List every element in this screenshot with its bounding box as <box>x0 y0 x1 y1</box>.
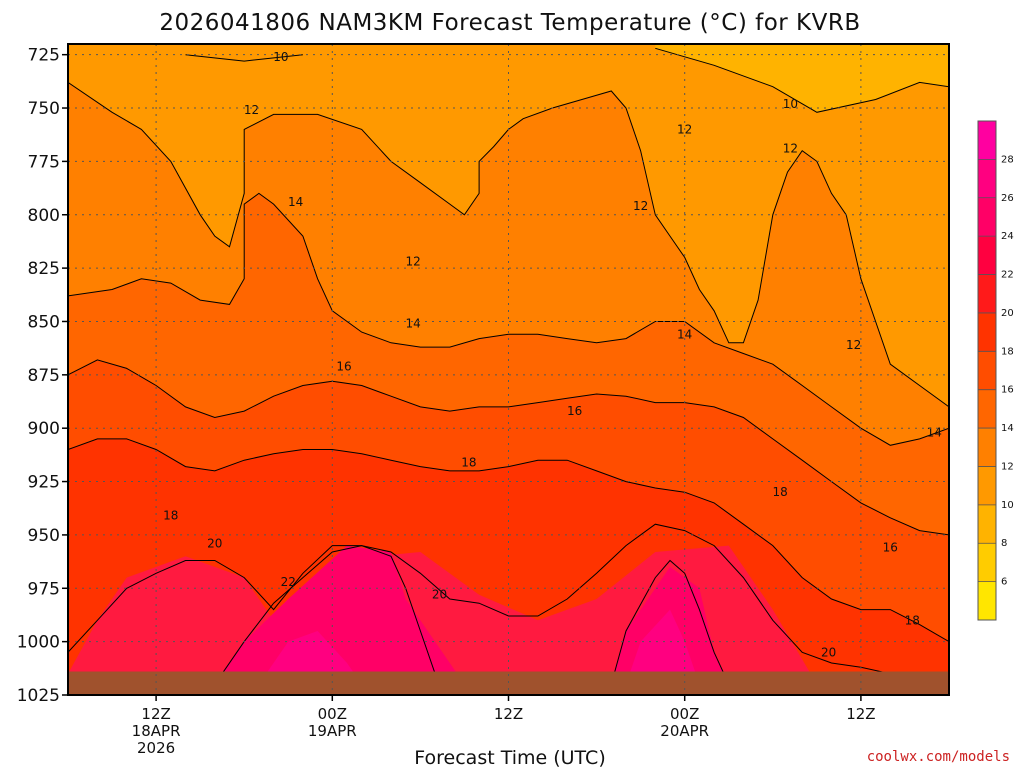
colorbar-label: 12 <box>1001 461 1014 472</box>
contour-label: 20 <box>821 645 836 659</box>
contour-label: 22 <box>281 575 296 589</box>
contour-label: 18 <box>905 613 920 627</box>
y-tick-label: 950 <box>28 526 60 546</box>
colorbar-segment <box>978 274 996 314</box>
contour-line-22-7 <box>214 545 436 685</box>
contour-label: 16 <box>883 541 898 555</box>
x-tick-label: 00Z <box>670 705 699 723</box>
colorbar-label: 24 <box>1001 231 1014 242</box>
contour-line-14-3 <box>68 192 949 446</box>
contour-line-10-1 <box>655 47 949 113</box>
contour-line-22-8 <box>610 559 730 685</box>
y-tick-label: 1025 <box>17 686 60 706</box>
colorbar-label: 14 <box>1001 423 1014 434</box>
contour-line-18-5 <box>68 438 949 643</box>
colorbar-segment <box>978 197 996 237</box>
colorbar-segment <box>978 121 996 160</box>
y-tick-label: 875 <box>28 366 60 386</box>
contour-label: 12 <box>633 199 648 213</box>
ground-fill <box>68 671 949 695</box>
colorbar-frame <box>977 120 997 621</box>
y-tick-label: 1000 <box>17 633 60 653</box>
colorbar-label: 20 <box>1001 308 1014 319</box>
colorbar-segment <box>978 312 996 352</box>
contour-label: 20 <box>207 537 222 551</box>
colorbar-segment <box>978 428 996 467</box>
y-tick-label: 800 <box>28 206 60 226</box>
y-tick-label: 925 <box>28 473 60 493</box>
x-tick-label: 12Z <box>846 705 875 723</box>
chart-title: 2026041806 NAM3KM Forecast Temperature (… <box>159 10 860 36</box>
contour-label: 16 <box>567 404 582 418</box>
colorbar: 6 8 10 12 14 16 18 20 22 24 26 28 <box>977 120 1014 621</box>
band-fill-24-26-3 <box>258 631 362 685</box>
colorbar-segment <box>978 543 996 583</box>
credit-text[interactable]: coolwx.com/models <box>867 749 1010 765</box>
contour-label: 16 <box>336 359 351 373</box>
x-tick-label: 12Z <box>494 705 523 723</box>
colorbar-label: 18 <box>1001 346 1014 357</box>
contour-line-12-2 <box>68 81 949 408</box>
colorbar-label: 6 <box>1001 577 1007 588</box>
colorbar-segment <box>978 389 996 429</box>
x-tick-label: 2026 <box>137 739 175 757</box>
contour-label: 10 <box>273 50 288 64</box>
x-tick-label: 12Z <box>141 705 170 723</box>
colorbar-segment <box>978 466 996 506</box>
x-tick-label: 00Z <box>318 705 347 723</box>
y-tick-label: 775 <box>28 152 60 172</box>
colorbar-label: 26 <box>1001 193 1014 204</box>
y-tick-label: 750 <box>28 99 60 119</box>
y-tick-label: 900 <box>28 419 60 439</box>
band-fill-8-10 <box>655 44 949 113</box>
colorbar-segment <box>978 159 996 199</box>
y-tick-label: 850 <box>28 312 60 332</box>
contour-label: 18 <box>163 509 178 523</box>
contour-line-10-0 <box>185 54 303 62</box>
contour-line-20-6 <box>68 523 949 690</box>
y-tick-label: 975 <box>28 579 60 599</box>
x-axis-label: Forecast Time (UTC) <box>414 747 605 768</box>
colorbar-label: 22 <box>1001 270 1014 281</box>
y-tick-label: 825 <box>28 259 60 279</box>
band-fill-24-26-4 <box>626 609 700 685</box>
contour-label: 18 <box>772 485 787 499</box>
colorbar-label: 8 <box>1001 538 1007 549</box>
y-tick-label: 725 <box>28 46 60 66</box>
contour-label: 14 <box>405 317 420 331</box>
colorbar-segment <box>978 581 996 621</box>
contour-label: 18 <box>461 455 476 469</box>
colorbar-label: 16 <box>1001 385 1014 396</box>
x-tick-label: 20APR <box>660 722 709 740</box>
colorbar-label: 10 <box>1001 500 1014 511</box>
x-tick-label: 18APR <box>132 722 181 740</box>
colorbar-segment <box>978 236 996 276</box>
contour-line-16-4 <box>68 359 949 536</box>
contour-label: 12 <box>405 255 420 269</box>
colorbar-segment <box>978 351 996 391</box>
contour-label: 12 <box>783 142 798 156</box>
contour-label: 14 <box>927 426 942 440</box>
contour-label: 10 <box>783 97 798 111</box>
colorbar-label: 28 <box>1001 154 1014 165</box>
colorbar-segment <box>978 504 996 544</box>
contour-label: 12 <box>846 338 861 352</box>
x-tick-label: 19APR <box>308 722 357 740</box>
contour-label: 14 <box>677 327 692 341</box>
contour-label: 20 <box>432 588 447 602</box>
contour-label: 12 <box>244 103 259 117</box>
contour-label: 14 <box>288 195 303 209</box>
y-axis: 725 750 775 800 825 850 875 900 925 950 975 1000 102… <box>17 46 68 706</box>
band-fill-22-24-1 <box>214 545 465 685</box>
